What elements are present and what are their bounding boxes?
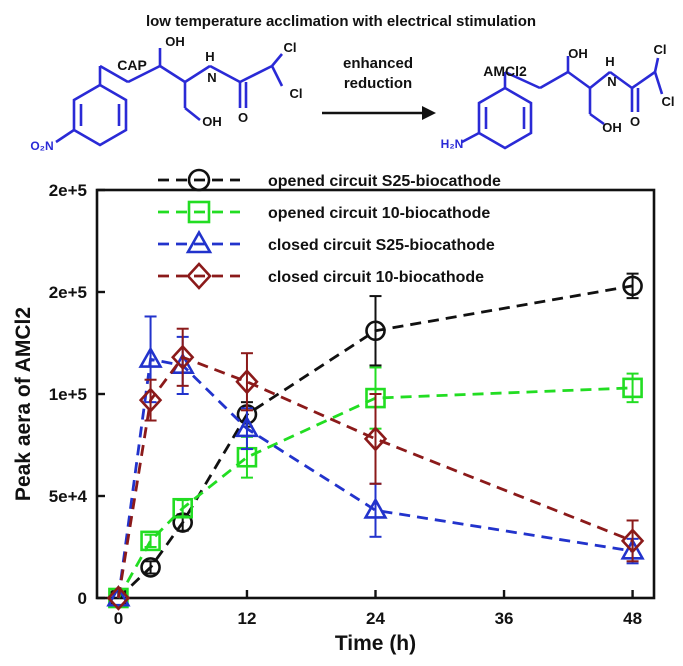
series-line [117, 284, 633, 600]
series-line [117, 355, 634, 599]
data-point [363, 426, 388, 452]
y-tick-label: 2e+5 [49, 181, 87, 200]
data-point [171, 344, 195, 371]
product-structure [461, 56, 664, 150]
chart: 0 12 24 36 48 0 5e+4 1e+5 2e+5 2e+5 Time (h) Peak… [12, 168, 656, 655]
legend-label: closed circuit 10-biocathode [268, 269, 484, 286]
product-bond [567, 70, 591, 90]
x-axis-label: Time (h) [335, 632, 416, 655]
data-point [620, 528, 645, 554]
reactant-benzene-ring [72, 83, 128, 147]
reaction-arrow [322, 106, 436, 120]
product-bond [653, 71, 664, 95]
legend-entry: opened circuit S25-biocathode [158, 168, 501, 192]
x-tick-label: 0 [114, 609, 123, 628]
series-line [117, 357, 633, 599]
data-point [235, 369, 259, 395]
axis-ticks: 0 12 24 36 48 0 5e+4 1e+5 2e+5 2e+5 [49, 181, 642, 628]
reactant-hydroxyl: OH [165, 34, 185, 49]
x-tick-label: 36 [495, 609, 514, 628]
reactant-bond [55, 128, 75, 144]
x-tick-label: 24 [366, 609, 385, 628]
x-tick-label: 12 [238, 609, 257, 628]
legend-label: closed circuit S25-biocathode [268, 237, 495, 254]
product-bond [539, 70, 569, 90]
legend-marker [185, 229, 213, 254]
data-point [622, 275, 643, 297]
reactant-carbonyl-o: O [238, 110, 248, 125]
reactant-bond [159, 64, 186, 84]
x-tick-label: 48 [623, 609, 642, 628]
y-tick-label: 2e+5 [49, 283, 87, 302]
y-tick-label: 0 [78, 589, 87, 608]
legend-entry: closed circuit 10-biocathode [158, 262, 484, 290]
data-point [140, 557, 161, 578]
reactant-chlorine-2: Cl [290, 86, 303, 101]
data-point [172, 497, 193, 519]
reactant-bond [271, 53, 283, 67]
reactant-bond [209, 64, 241, 84]
data-point [622, 377, 643, 399]
reactant-amide-h: H [205, 49, 214, 64]
y-axis-label: Peak aera of AMCl2 [12, 307, 35, 501]
series-layer [106, 272, 645, 611]
data-point [363, 497, 388, 519]
data-point [138, 346, 163, 368]
product-primary-oh: OH [602, 120, 622, 135]
arrow-label-line1: enhanced [343, 55, 413, 72]
reactant-nitro-group: O₂N [30, 139, 53, 153]
product-amide-h: H [605, 54, 614, 69]
arrow-label-line2: reduction [344, 75, 412, 92]
reactant-bond [239, 64, 273, 84]
legend: opened circuit S25-biocathode opened circ… [158, 168, 501, 290]
data-point [106, 585, 131, 611]
reactant-structure [55, 48, 284, 147]
legend-label: opened circuit 10-biocathode [268, 205, 490, 222]
product-label: AMCl2 [483, 63, 527, 79]
reactant-amide-n: N [207, 70, 216, 85]
product-chlorine-2: Cl [662, 94, 675, 109]
product-carbonyl-o: O [630, 114, 640, 129]
legend-entry: opened circuit 10-biocathode [158, 200, 490, 224]
scheme-title: low temperature acclimation with electri… [146, 13, 536, 30]
reactant-chlorine-1: Cl [284, 40, 297, 55]
data-point [138, 387, 163, 413]
y-tick-label: 5e+4 [49, 487, 88, 506]
product-bond [609, 70, 633, 90]
reactant-bond [270, 65, 284, 87]
data-point [140, 530, 161, 552]
data-point [234, 415, 260, 438]
product-chlorine-1: Cl [654, 42, 667, 57]
reactant-bond [99, 64, 129, 84]
reactant-bond [184, 106, 201, 122]
product-bond [589, 112, 605, 126]
product-benzene-ring [477, 86, 533, 150]
legend-marker [187, 200, 211, 224]
product-bond [589, 70, 611, 90]
legend-marker [187, 168, 211, 192]
product-bond [461, 131, 480, 144]
y-tick-label: 1e+5 [49, 385, 87, 404]
reactant-bond [184, 64, 211, 84]
data-point [365, 320, 386, 342]
reaction-scheme: low temperature acclimation with electri… [30, 13, 674, 153]
reactant-label: CAP [117, 57, 147, 73]
reactant-primary-oh: OH [202, 114, 222, 129]
product-bond [631, 70, 656, 90]
legend-entry: closed circuit S25-biocathode [158, 229, 495, 254]
product-amide-n: N [607, 74, 616, 89]
legend-marker [186, 262, 212, 290]
legend-label: opened circuit S25-biocathode [268, 173, 501, 190]
product-bond [653, 57, 660, 73]
product-hydroxyl: OH [568, 46, 588, 61]
series-diamond [106, 327, 645, 611]
data-point [106, 585, 131, 607]
product-amine-group: H₂N [441, 137, 464, 151]
product-bond [504, 70, 541, 90]
reactant-bond [127, 64, 161, 84]
